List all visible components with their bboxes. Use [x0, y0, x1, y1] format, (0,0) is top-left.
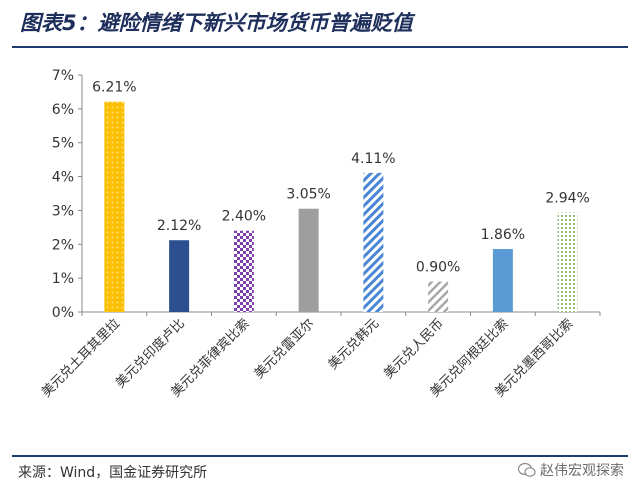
y-tick-label: 6% — [52, 102, 74, 118]
source-note: 来源：Wind，国金证券研究所 — [18, 465, 208, 481]
category-label: 美元兑人民币 — [381, 316, 447, 382]
y-axis-ticks: 0% 1% 2% 3% 4% 5% 6% 7% — [52, 68, 82, 321]
category-label: 美元兑雷亚尔 — [252, 316, 318, 382]
data-label: 2.40% — [222, 209, 266, 225]
y-tick-label: 3% — [52, 203, 74, 219]
bar-6 — [428, 281, 449, 312]
category-label: 美元兑土耳其里拉 — [39, 316, 123, 400]
bar-2 — [169, 240, 190, 312]
bars-group — [104, 101, 578, 312]
data-label: 2.94% — [545, 190, 589, 206]
bar-chart: 0% 1% 2% 3% 4% 5% 6% 7% 6.21% 2.12% 2.40% 3.05% 4.1… — [39, 68, 601, 400]
bar-4 — [298, 208, 319, 312]
bar-5 — [363, 172, 384, 312]
y-tick-label: 2% — [52, 237, 74, 253]
y-tick-label: 4% — [52, 170, 74, 186]
data-label: 3.05% — [286, 187, 330, 203]
bar-8 — [557, 212, 578, 312]
data-labels-group: 6.21% 2.12% 2.40% 3.05% 4.11% 0.90% 1.86% 2.94% — [92, 80, 590, 276]
watermark: 赵伟宏观探索 — [518, 460, 624, 480]
data-label: 1.86% — [481, 227, 525, 243]
data-label: 6.21% — [92, 80, 136, 96]
data-label: 0.90% — [416, 260, 460, 276]
y-tick-label: 0% — [52, 305, 74, 321]
bottom-divider — [12, 455, 628, 457]
data-label: 2.12% — [157, 218, 201, 234]
y-tick-label: 7% — [52, 68, 74, 84]
wechat-icon — [518, 462, 536, 477]
data-label: 4.11% — [351, 151, 395, 167]
chart-title: 图表5：避险情绪下新兴市场货币普遍贬值 — [20, 11, 413, 35]
bar-1 — [104, 101, 125, 312]
bar-3 — [233, 230, 254, 312]
bar-7 — [492, 249, 513, 312]
y-tick-label: 5% — [52, 136, 74, 152]
y-tick-label: 1% — [52, 271, 74, 287]
top-divider — [12, 46, 628, 48]
category-label: 美元兑韩元 — [326, 316, 383, 373]
watermark-text: 赵伟宏观探索 — [540, 463, 624, 479]
category-label: 美元兑印度卢比 — [112, 316, 188, 392]
